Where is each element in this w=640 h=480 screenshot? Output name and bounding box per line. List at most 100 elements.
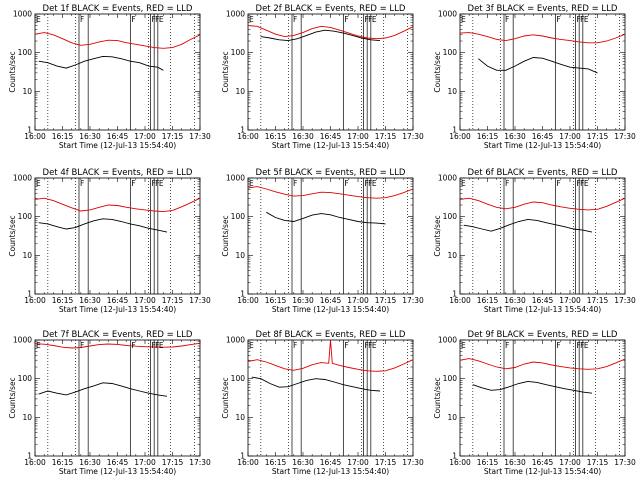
x-axis-label: Start Time (12-Jul-13 15:54:40) (484, 467, 601, 476)
x-tick-label: 16:00 (449, 458, 471, 467)
x-tick-label: 16:15 (477, 296, 499, 305)
y-tick-label: 1000 (13, 174, 32, 183)
y-tick-label: 100 (443, 374, 458, 383)
panel-title: Det 9f BLACK = Events, RED = LLD (468, 330, 618, 340)
plot-frame (34, 339, 201, 457)
x-tick-label: 17:00 (134, 296, 156, 305)
x-tick-label: 17:30 (614, 458, 636, 467)
flag-label: F (344, 179, 348, 188)
series-red-line (459, 358, 626, 370)
series-black-line (478, 57, 598, 74)
y-tick-label: 1000 (438, 10, 457, 19)
x-tick-label: 16:00 (237, 132, 259, 141)
x-tick-label: 16:45 (320, 296, 342, 305)
flag-label: E (249, 179, 254, 188)
flag-label: F (155, 179, 159, 188)
series-black-line (266, 211, 386, 225)
flag-label: E (461, 341, 466, 350)
x-tick-label: 16:45 (107, 458, 129, 467)
x-tick-label: 16:45 (532, 458, 554, 467)
flag-label: E (461, 15, 466, 24)
x-tick-label: 16:30 (504, 132, 526, 141)
panel-title: Det 3f BLACK = Events, RED = LLD (468, 4, 618, 14)
flag-label: F (365, 15, 369, 24)
y-axis-label: Counts/sec (433, 51, 442, 92)
panel-2: Det 2f BLACK = Events, RED = LLD 1 10 100 10… (221, 4, 424, 150)
flag-label: F (580, 179, 584, 188)
y-tick-label: 100 (18, 48, 33, 57)
flag-label: F (155, 15, 159, 24)
x-tick-label: 17:30 (189, 132, 211, 141)
panel-4: Det 4f BLACK = Events, RED = LLD 1 10 100 10… (8, 168, 211, 314)
y-tick-label: 10 (235, 87, 245, 96)
panel-title: Det 2f BLACK = Events, RED = LLD (256, 4, 406, 14)
y-axis-label: Counts/sec (221, 51, 230, 92)
panel-1: Det 1f BLACK = Events, RED = LLD 1 10 100 10… (8, 4, 211, 150)
y-tick-label: 1 (240, 452, 245, 461)
y-axis-label: Counts/sec (433, 215, 442, 256)
flag-label: F (505, 15, 509, 24)
flag-label: F (152, 341, 156, 350)
flag-label: E (36, 179, 41, 188)
y-tick-label: 100 (18, 212, 33, 221)
y-tick-label: 100 (443, 48, 458, 57)
x-tick-label: 17:00 (134, 458, 156, 467)
x-tick-label: 17:15 (375, 132, 397, 141)
x-tick-label: 17:30 (614, 296, 636, 305)
flag-label: F (131, 341, 135, 350)
y-tick-label: 1000 (438, 336, 457, 345)
y-tick-label: 1000 (438, 174, 457, 183)
series-black-line (38, 218, 168, 233)
x-tick-label: 16:30 (292, 132, 314, 141)
flag-label: F (577, 179, 581, 188)
x-tick-label: 17:15 (587, 296, 609, 305)
flag-label: F (556, 179, 560, 188)
x-tick-label: 16:30 (79, 132, 101, 141)
x-tick-label: 16:15 (265, 132, 287, 141)
plot-frame (247, 339, 414, 457)
flag-label: E (372, 15, 377, 24)
plot-frame (459, 339, 626, 457)
flag-label: F (131, 15, 135, 24)
x-tick-label: 17:15 (162, 458, 184, 467)
flag-label: E (584, 341, 589, 350)
y-tick-label: 10 (447, 251, 457, 260)
x-tick-label: 17:00 (559, 458, 581, 467)
y-tick-label: 10 (235, 413, 245, 422)
x-axis-label: Start Time (12-Jul-13 15:54:40) (484, 305, 601, 314)
y-tick-label: 1 (27, 290, 32, 299)
flag-label: E (372, 179, 377, 188)
plot-frame (247, 177, 414, 295)
flag-label: F (293, 341, 297, 350)
panel-title: Det 1f BLACK = Events, RED = LLD (43, 4, 193, 14)
x-tick-label: 17:30 (402, 458, 424, 467)
x-tick-label: 17:15 (587, 458, 609, 467)
y-tick-label: 1 (240, 290, 245, 299)
panel-title: Det 7f BLACK = Events, RED = LLD (43, 330, 193, 340)
series-red-line (247, 339, 414, 372)
x-tick-label: 17:15 (587, 132, 609, 141)
y-axis-label: Counts/sec (8, 215, 17, 256)
panel-7: Det 7f BLACK = Events, RED = LLD 1 10 100 10… (8, 330, 211, 476)
x-tick-label: 16:30 (79, 296, 101, 305)
x-tick-label: 16:15 (52, 132, 74, 141)
x-tick-label: 17:30 (614, 132, 636, 141)
x-tick-label: 17:30 (402, 132, 424, 141)
x-tick-label: 17:30 (402, 296, 424, 305)
series-black-line (472, 380, 593, 394)
x-tick-label: 16:15 (265, 296, 287, 305)
flag-label: F (152, 179, 156, 188)
flag-label: E (159, 15, 164, 24)
x-axis-label: Start Time (12-Jul-13 15:54:40) (272, 467, 389, 476)
flag-label: F (580, 15, 584, 24)
y-tick-label: 100 (231, 212, 246, 221)
y-tick-label: 100 (443, 212, 458, 221)
x-tick-label: 16:00 (237, 296, 259, 305)
x-tick-label: 16:45 (532, 296, 554, 305)
x-tick-label: 16:15 (265, 458, 287, 467)
flag-label: F (344, 341, 348, 350)
flag-label: F (80, 179, 84, 188)
y-tick-label: 1000 (226, 10, 245, 19)
series-black-line (38, 55, 164, 71)
panel-title: Det 8f BLACK = Events, RED = LLD (256, 330, 406, 340)
